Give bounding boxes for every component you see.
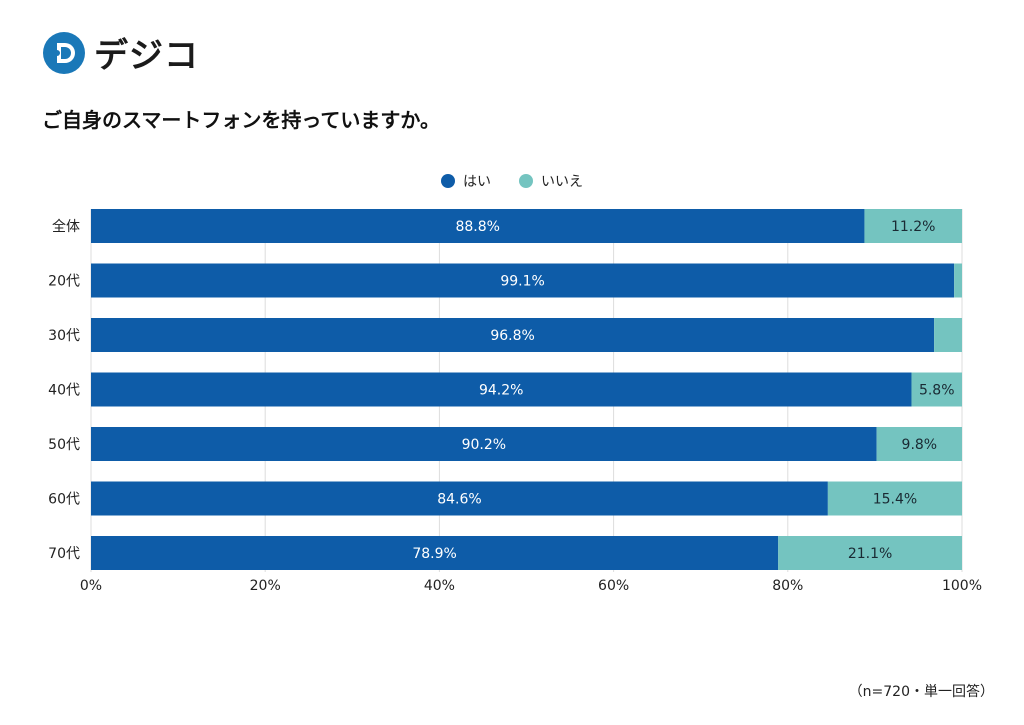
legend-item-no: いいえ	[519, 171, 583, 191]
data-label-yes: 90.2%	[462, 437, 506, 453]
category-label: 40代	[48, 383, 80, 399]
bar-yes	[91, 209, 865, 243]
x-tick-label: 100%	[942, 578, 982, 594]
bar-yes	[91, 536, 779, 570]
data-label-yes: 88.8%	[455, 219, 499, 235]
bar-no	[911, 372, 962, 407]
footer-note: （n=720・単一回答）	[848, 684, 994, 700]
x-tick-label: 60%	[598, 578, 629, 594]
category-label: 20代	[48, 274, 80, 290]
data-label-no: 21.1%	[848, 546, 892, 562]
x-tick-label: 80%	[772, 578, 803, 594]
data-label-yes: 99.1%	[500, 274, 544, 290]
legend-item-yes: はい	[441, 171, 491, 191]
data-label-yes: 94.2%	[479, 383, 523, 399]
bar-no	[954, 263, 962, 298]
legend-no-label: いいえ	[541, 174, 583, 190]
bar-yes	[91, 372, 912, 407]
logo-text: デジコ	[94, 36, 199, 76]
x-tick-label: 40%	[424, 578, 455, 594]
chart-title: ご自身のスマートフォンを持っていますか。	[42, 108, 440, 132]
x-tick-label: 20%	[250, 578, 281, 594]
legend-no-swatch	[519, 174, 533, 188]
category-label: 全体	[52, 218, 80, 235]
data-label-yes: 78.9%	[412, 546, 456, 562]
category-label: 30代	[48, 328, 80, 344]
bar-no	[827, 481, 962, 516]
data-label-no: 5.8%	[919, 383, 955, 399]
bar-no	[934, 318, 962, 352]
category-label: 60代	[48, 492, 80, 508]
bar-no	[778, 536, 962, 570]
category-label: 70代	[48, 546, 80, 562]
data-label-yes: 84.6%	[437, 492, 481, 508]
x-tick-label: 0%	[80, 578, 102, 594]
legend: はい いいえ	[0, 171, 1024, 191]
bar-yes	[91, 481, 828, 516]
bar-yes	[91, 427, 877, 461]
logo-mark-icon	[43, 31, 85, 74]
bar-yes	[91, 318, 935, 352]
data-label-no: 11.2%	[891, 219, 935, 235]
legend-yes-swatch	[441, 174, 455, 188]
data-label-no: 15.4%	[873, 492, 917, 508]
bar-no	[864, 209, 962, 243]
legend-yes-label: はい	[463, 174, 491, 190]
category-label: 50代	[48, 437, 80, 453]
data-label-yes: 96.8%	[490, 328, 534, 344]
logo: デジコ	[42, 28, 199, 77]
bar-no	[876, 427, 962, 461]
bar-yes	[91, 263, 955, 298]
data-label-no: 9.8%	[902, 437, 938, 453]
